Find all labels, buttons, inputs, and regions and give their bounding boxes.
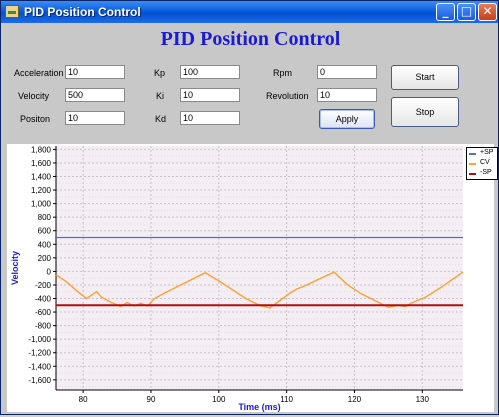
start-button[interactable]: Start [391, 65, 459, 90]
legend-label-sp-minus: -SP [480, 169, 492, 176]
y-tick-label: 1,200 [31, 186, 52, 195]
app-icon [5, 5, 19, 18]
x-tick-label: 120 [348, 395, 362, 404]
x-tick-label: 100 [212, 395, 226, 404]
x-tick-label: 80 [79, 395, 88, 404]
x-tick-label: 90 [147, 395, 156, 404]
y-tick-label: 0 [47, 267, 52, 276]
kp-input[interactable]: 100 [180, 65, 240, 79]
legend-item-sp-minus: -SP [469, 169, 499, 179]
maximize-button[interactable]: □ [457, 3, 476, 21]
legend-swatch-cv [469, 163, 476, 165]
rpm-input[interactable]: 0 [317, 65, 377, 79]
kp-label: Kp [154, 68, 166, 78]
chart-svg: 1,800 1,600 1,400 1,200 1,000 800 600 400 200 0 -2… [10, 145, 464, 412]
y-tick-label: -600 [35, 308, 52, 317]
y-tick-label: -1,000 [28, 335, 51, 344]
legend-item-cv: CV [469, 159, 499, 169]
apply-button[interactable]: Apply [319, 109, 375, 129]
y-axis-label: Velocity [10, 251, 20, 285]
y-tick-label: -400 [35, 295, 52, 304]
y-tick-label: 400 [38, 240, 52, 249]
y-tick-label: -1,200 [28, 349, 51, 358]
title-bar[interactable]: PID Position Control _ □ ✕ [1, 1, 498, 23]
y-tick-label: 1,600 [31, 159, 52, 168]
stop-button[interactable]: Stop [391, 97, 459, 127]
legend-item-sp-plus: +SP [469, 149, 499, 159]
legend-label-sp-plus: +SP [480, 149, 494, 156]
velocity-input[interactable]: 500 [65, 88, 125, 102]
legend-label-cv: CV [480, 159, 490, 166]
revolution-input[interactable]: 10 [317, 88, 377, 102]
ki-label: Ki [156, 91, 165, 101]
position-label: Positon [20, 114, 51, 124]
page-title: PID Position Control [160, 28, 341, 50]
y-tick-label: 1,400 [31, 173, 52, 182]
legend-swatch-sp-minus [469, 173, 476, 175]
y-tick-label: -800 [35, 322, 52, 331]
x-axis-label: Time (ms) [238, 402, 280, 412]
x-tick-label: 110 [280, 395, 293, 404]
y-tick-label: 1,800 [31, 145, 52, 154]
y-tick-label: -1,600 [28, 376, 51, 385]
window-title: PID Position Control [24, 5, 141, 19]
acceleration-input[interactable]: 10 [65, 65, 125, 79]
minimize-button[interactable]: _ [436, 3, 455, 21]
rpm-label: Rpm [273, 68, 293, 78]
y-tick-label: 800 [38, 213, 52, 222]
velocity-label: Velocity [18, 91, 50, 101]
position-input[interactable]: 10 [65, 111, 125, 125]
y-tick-label: 600 [38, 227, 52, 236]
y-tick-label: -200 [35, 281, 52, 290]
x-tick-label: 130 [416, 395, 430, 404]
y-tick-label: 200 [38, 254, 52, 263]
kd-label: Kd [155, 114, 167, 124]
velocity-chart: 1,800 1,600 1,400 1,200 1,000 800 600 400 200 0 -2… [7, 144, 494, 412]
plot-area [56, 146, 463, 390]
close-button[interactable]: ✕ [478, 3, 497, 21]
acceleration-label: Acceleration [14, 68, 64, 78]
y-tick-label: -1,400 [28, 362, 51, 371]
ki-input[interactable]: 10 [180, 88, 240, 102]
kd-input[interactable]: 10 [180, 111, 240, 125]
revolution-label: Revolution [266, 91, 309, 101]
chart-legend: +SP CV -SP [466, 147, 498, 180]
y-tick-label: 1,000 [31, 200, 52, 209]
legend-swatch-sp-plus [469, 153, 476, 155]
